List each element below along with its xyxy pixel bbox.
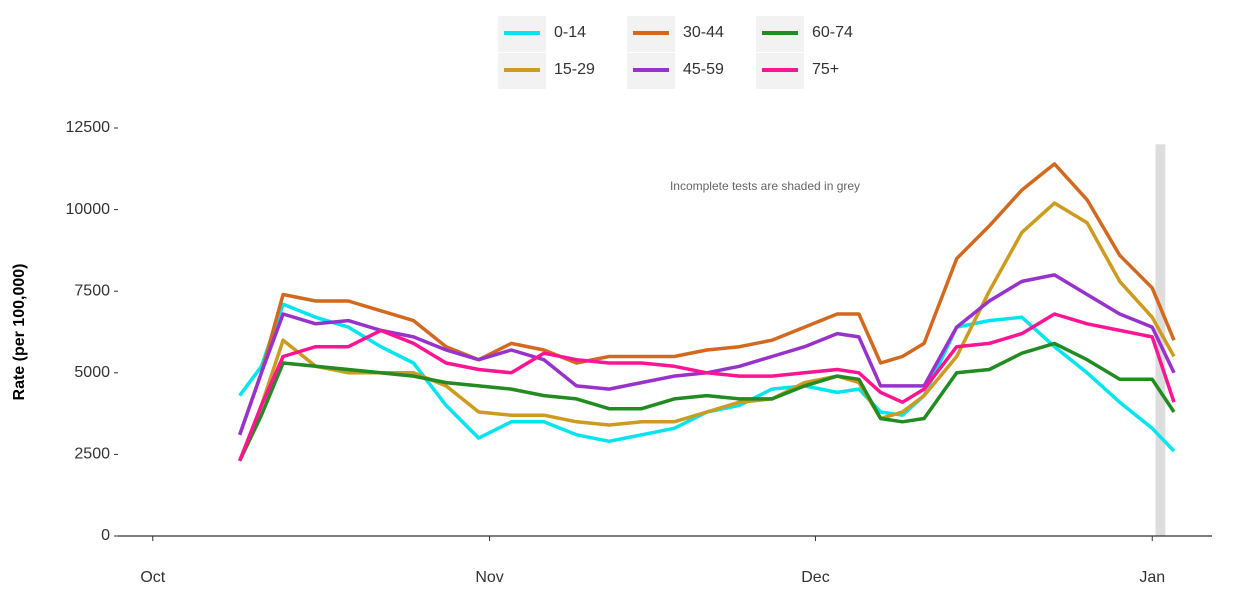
x-tick-label: Dec [801, 569, 829, 586]
y-tick-label: 5000 [74, 364, 110, 381]
legend-label: 30-44 [683, 24, 724, 41]
y-tick-label: 7500 [74, 282, 110, 299]
x-tick-label: Jan [1139, 569, 1165, 586]
legend-label: 75+ [812, 61, 839, 78]
legend-label: 15-29 [554, 61, 595, 78]
y-tick-label: 0 [101, 527, 110, 544]
series-line [238, 162, 1176, 436]
y-tick-label: 12500 [66, 119, 111, 136]
y-axis-title: Rate (per 100,000) [11, 264, 28, 401]
legend-label: 60-74 [812, 24, 853, 41]
x-tick-label: Oct [140, 569, 165, 586]
series-line [238, 341, 1176, 462]
legend-label: 45-59 [683, 61, 724, 78]
y-tick-label: 10000 [66, 201, 111, 218]
annotation: Incomplete tests are shaded in grey [670, 179, 860, 193]
y-tick-label: 2500 [74, 446, 110, 463]
series-line [238, 312, 1176, 462]
x-tick-label: Nov [475, 569, 503, 586]
legend-label: 0-14 [554, 24, 586, 41]
shaded-region [1155, 144, 1166, 536]
